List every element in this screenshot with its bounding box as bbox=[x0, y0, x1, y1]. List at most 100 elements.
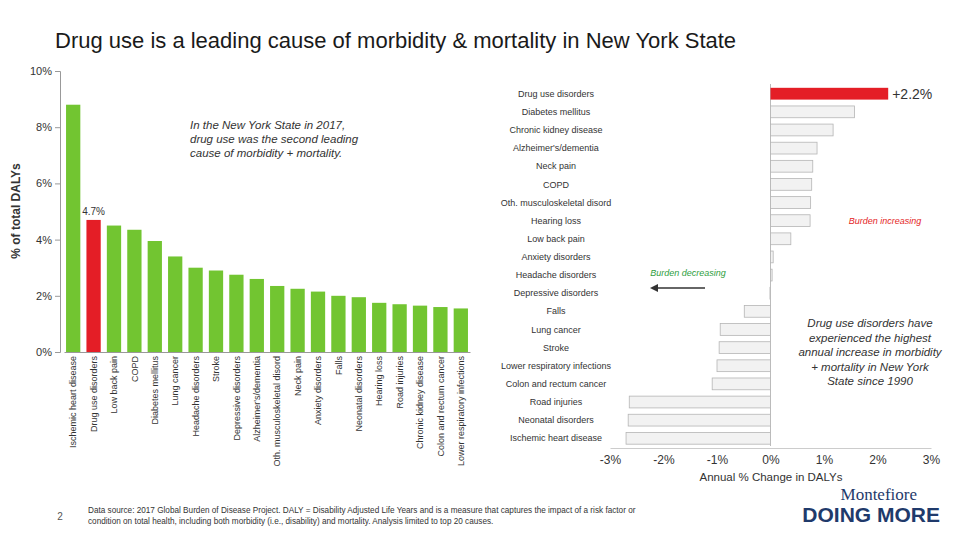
bar bbox=[717, 360, 771, 372]
bar bbox=[270, 286, 284, 352]
bar bbox=[392, 304, 406, 352]
bar bbox=[209, 271, 223, 352]
tick: Chronic kidney disease bbox=[415, 352, 425, 449]
tick-label: Falls bbox=[334, 356, 344, 376]
category-label: Ischemic heart disease bbox=[510, 433, 602, 443]
logo-tagline: DOING MORE bbox=[802, 503, 940, 526]
x-axis: -3% -2% -1% 0% 1% 2% 3% bbox=[600, 448, 941, 467]
slide: Drug use is a leading cause of morbidity… bbox=[0, 0, 960, 540]
footnote: Data source: 2017 Global Burden of Disea… bbox=[88, 506, 636, 515]
category-label: COPD bbox=[543, 180, 570, 190]
tick-label: 4% bbox=[36, 234, 52, 246]
category-label: Alzheimer's/dementia bbox=[513, 143, 599, 153]
annotation: cause of morbidity + mortality. bbox=[190, 147, 342, 159]
category-label: Stroke bbox=[543, 343, 569, 353]
tick-label: -1% bbox=[707, 453, 729, 467]
category-label: Lower respiratory infections bbox=[501, 361, 612, 371]
bar bbox=[372, 303, 386, 352]
tick: Lung cancer bbox=[170, 352, 180, 406]
tick: Oth. musculoskeletal disord bbox=[272, 352, 282, 467]
tick: 10% bbox=[30, 65, 60, 77]
bar bbox=[771, 178, 812, 190]
tick: Stroke bbox=[211, 352, 221, 382]
category-label: Lung cancer bbox=[531, 325, 581, 335]
tick-label: Low back pain bbox=[109, 356, 119, 414]
tick: Anxiety disorders bbox=[313, 352, 323, 425]
tick: Ischemic heart disease bbox=[68, 352, 78, 448]
tick-mark bbox=[55, 296, 60, 297]
tick-mark bbox=[55, 71, 60, 72]
bar bbox=[771, 197, 811, 209]
category-label: Oth. musculoskeletal disord bbox=[501, 198, 612, 208]
tick: Lower respiratory infections bbox=[456, 352, 466, 466]
tick: 3% bbox=[923, 448, 941, 467]
category-label: Low back pain bbox=[527, 234, 585, 244]
tick: 0% bbox=[36, 346, 60, 358]
tick-label: Headache disorders bbox=[191, 356, 201, 437]
tick-label: Chronic kidney disease bbox=[415, 356, 425, 449]
chart-2: Drug use disordersDiabetes mellitusChron… bbox=[501, 84, 943, 483]
tick-label: 1% bbox=[816, 453, 834, 467]
tick-label: Depressive disorders bbox=[232, 356, 242, 441]
tick: Falls bbox=[334, 352, 344, 375]
category-label: Chronic kidney disease bbox=[509, 125, 602, 135]
tick: 6% bbox=[36, 177, 60, 189]
tick-label: 2% bbox=[869, 453, 887, 467]
x-axis-title: Annual % Change in DALYs bbox=[700, 471, 843, 483]
tick-label: Oth. musculoskeletal disord bbox=[272, 356, 282, 467]
tick-label: 8% bbox=[36, 121, 52, 133]
tick-label: Stroke bbox=[211, 356, 221, 382]
x-axis: Ischemic heart disease Drug use disorders… bbox=[65, 352, 471, 467]
tick-label: -3% bbox=[600, 453, 622, 467]
footnote: condition on total health, including bot… bbox=[88, 517, 493, 526]
bar bbox=[771, 215, 811, 227]
category-label: Neck pain bbox=[536, 161, 576, 171]
tick: Hearing loss bbox=[374, 352, 384, 406]
bar bbox=[769, 287, 771, 299]
bar bbox=[127, 230, 141, 352]
tick: Drug use disorders bbox=[89, 352, 99, 432]
title: Drug use is a leading cause of morbidity… bbox=[55, 28, 736, 53]
bar bbox=[229, 275, 243, 352]
value-annotation: +2.2% bbox=[892, 86, 932, 102]
category-label: Neonatal disorders bbox=[518, 415, 594, 425]
category-label: Road injuries bbox=[530, 397, 583, 407]
bar bbox=[771, 106, 855, 118]
tick: 4% bbox=[36, 234, 60, 246]
bar bbox=[290, 289, 304, 352]
bar bbox=[628, 414, 770, 426]
bar bbox=[771, 124, 834, 136]
arrow bbox=[656, 287, 705, 289]
y-axis: 0%2%4%6%8%10% bbox=[30, 65, 61, 358]
tick-label: Lower respiratory infections bbox=[456, 356, 466, 467]
category-label: Drug use disorders bbox=[518, 89, 595, 99]
tick-label: Lung cancer bbox=[170, 356, 180, 406]
tick-label: Alzheimer's/dementia bbox=[252, 356, 262, 442]
tick-mark bbox=[55, 127, 60, 128]
tick: -3% bbox=[600, 448, 622, 467]
tick-label: Ischemic heart disease bbox=[68, 356, 78, 448]
bar bbox=[454, 308, 468, 352]
burden-label: Burden decreasing bbox=[650, 268, 726, 278]
tick-label: Anxiety disorders bbox=[313, 356, 323, 426]
bar bbox=[626, 432, 770, 444]
tick-label: Hearing loss bbox=[374, 356, 384, 407]
tick-label: Neck pain bbox=[293, 356, 303, 396]
tick: 1% bbox=[816, 448, 834, 467]
bar bbox=[771, 251, 774, 263]
bar bbox=[744, 305, 770, 317]
bar bbox=[771, 269, 773, 281]
tick-label: Drug use disorders bbox=[89, 356, 99, 433]
logo-name: Montefiore bbox=[841, 485, 917, 504]
tick-label: 0% bbox=[36, 346, 52, 358]
category-label: Depressive disorders bbox=[514, 288, 599, 298]
tick-label: -2% bbox=[653, 453, 675, 467]
axis-line bbox=[55, 72, 61, 353]
bar bbox=[771, 160, 813, 172]
tick-label: 3% bbox=[923, 453, 941, 467]
bar bbox=[771, 142, 818, 154]
tick: 0% bbox=[762, 448, 780, 467]
annotation: drug use was the second leading bbox=[190, 133, 359, 145]
tick: 2% bbox=[869, 448, 887, 467]
tick: Neonatal disorders bbox=[354, 352, 364, 432]
